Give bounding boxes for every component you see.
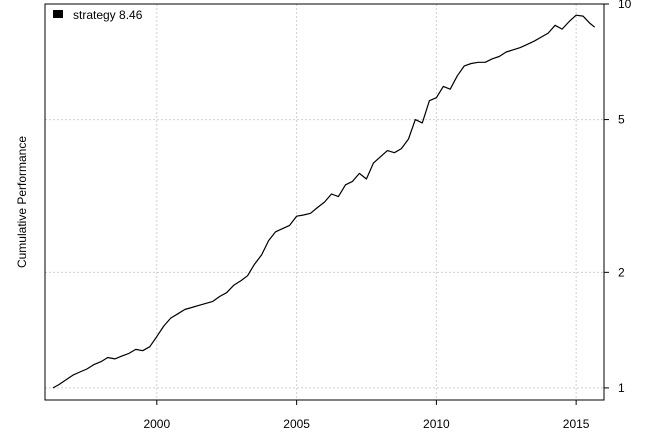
series-line-strategy — [52, 14, 596, 389]
y-tick-label: 1 — [618, 381, 625, 395]
legend: strategy 8.46 — [53, 8, 143, 22]
x-tick-label: 2010 — [423, 417, 450, 431]
x-tick-label: 2015 — [563, 417, 590, 431]
x-tick-label: 2000 — [143, 417, 170, 431]
y-tick-label: 5 — [618, 113, 625, 127]
legend-swatch — [53, 10, 63, 18]
y-tick-label: 2 — [618, 265, 625, 279]
series-layer — [52, 14, 596, 389]
y-tick-label: 10 — [618, 0, 632, 11]
x-axis: 2000 2005 2010 2015 — [143, 400, 590, 431]
x-tick-label: 2005 — [283, 417, 310, 431]
y-axis-title: Cumulative Performance — [15, 136, 29, 268]
plot-frame — [44, 3, 605, 401]
legend-entry-strategy: strategy 8.46 — [73, 8, 143, 22]
y-axis-right: 1 2 5 10 — [604, 0, 632, 395]
